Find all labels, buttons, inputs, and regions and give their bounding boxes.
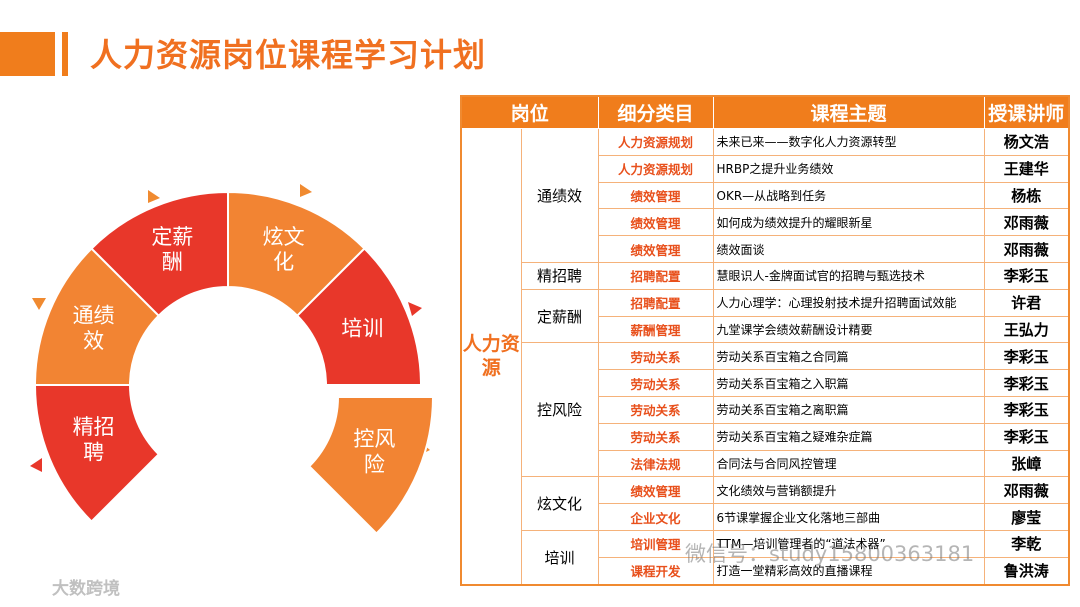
arrow-decor — [30, 458, 42, 472]
table-row: 劳动关系 劳动关系百宝箱之入职篇 李彩玉 — [461, 369, 1070, 397]
group-cell: 培训 — [520, 529, 599, 586]
arrow-decor — [32, 298, 46, 310]
topic-cell: 打造一堂精彩高效的直播课程 — [712, 556, 985, 586]
category-cell: 法律法规 — [597, 449, 714, 478]
column-header: 授课讲师 — [983, 95, 1070, 129]
group-cell: 控风险 — [520, 342, 599, 478]
teacher-cell: 杨栋 — [983, 181, 1070, 210]
topic-cell: 劳动关系百宝箱之离职篇 — [712, 395, 985, 424]
table-row: 课程开发 打造一堂精彩高效的直播课程 鲁洪涛 — [461, 556, 1070, 586]
topic-cell: 劳动关系百宝箱之入职篇 — [712, 369, 985, 397]
category-cell: 劳动关系 — [597, 395, 714, 424]
teacher-cell: 张嶂 — [983, 449, 1070, 478]
table-row: 绩效管理 OKR—从战略到任务 杨栋 — [461, 181, 1070, 210]
category-cell: 人力资源规划 — [597, 154, 714, 183]
table-row: 控风险 劳动关系 劳动关系百宝箱之合同篇 李彩玉 — [461, 342, 1070, 478]
category-cell: 绩效管理 — [597, 208, 714, 237]
category-cell: 课程开发 — [597, 556, 714, 586]
group-cell: 定薪酬 — [520, 288, 599, 344]
teacher-cell: 李彩玉 — [983, 422, 1070, 451]
teacher-cell: 王建华 — [983, 154, 1070, 183]
title-bar — [0, 32, 55, 76]
teacher-cell: 邓雨薇 — [983, 235, 1070, 263]
topic-cell: TTM—培训管理者的“道法术器” — [712, 529, 985, 558]
teacher-cell: 鲁洪涛 — [983, 556, 1070, 586]
teacher-cell: 邓雨薇 — [983, 208, 1070, 237]
table-row: 人力资源规划 HRBP之提升业务绩效 王建华 — [461, 154, 1070, 183]
table-row: 劳动关系 劳动关系百宝箱之疑难杂症篇 李彩玉 — [461, 422, 1070, 451]
table-row: 人力资源 通绩效 人力资源规划 未来已来——数字化人力资源转型 杨文浩 — [460, 127, 1070, 586]
arrow-decor — [148, 190, 160, 203]
topic-cell: 文化绩效与营销额提升 — [712, 476, 985, 505]
topic-cell: 劳动关系百宝箱之合同篇 — [712, 342, 985, 371]
category-cell: 绩效管理 — [597, 181, 714, 210]
segment-label: 控风险 — [353, 427, 395, 476]
teacher-cell: 廖莹 — [983, 503, 1070, 531]
arrow-decor — [408, 302, 422, 316]
title: 人力资源岗位课程学习计划 — [90, 36, 487, 74]
table-row: 精招聘 招聘配置 慧眼识人-金牌面试官的招聘与甄选技术 李彩玉 — [461, 261, 1070, 290]
topic-cell: 人力心理学：心理投射技术提升招聘面试效能 — [712, 288, 985, 317]
category-cell: 培训管理 — [597, 529, 714, 558]
table-row: 绩效管理 绩效面谈 邓雨薇 — [461, 235, 1070, 263]
topic-cell: 如何成为绩效提升的耀眼新星 — [712, 208, 985, 237]
teacher-cell: 李彩玉 — [983, 395, 1070, 424]
group-cell: 炫文化 — [520, 476, 599, 531]
table-row: 绩效管理 如何成为绩效提升的耀眼新星 邓雨薇 — [461, 208, 1070, 237]
category-cell: 薪酬管理 — [597, 315, 714, 344]
column-header: 课程主题 — [712, 95, 985, 129]
category-cell: 招聘配置 — [597, 261, 714, 290]
topic-cell: OKR—从战略到任务 — [712, 181, 985, 210]
topic-cell: 九堂课学会绩效薪酬设计精要 — [712, 315, 985, 344]
title-bar-thin — [62, 32, 68, 76]
teacher-cell: 许君 — [983, 288, 1070, 317]
group-cell: 通绩效 — [520, 128, 599, 263]
teacher-cell: 李彩玉 — [983, 261, 1070, 290]
category-cell: 绩效管理 — [597, 476, 714, 505]
segment-label: 培训 — [341, 316, 383, 340]
category-cell: 绩效管理 — [597, 235, 714, 263]
ring-segment — [295, 247, 423, 386]
segment-label: 炫文化 — [263, 225, 305, 274]
group-cell: 精招聘 — [520, 261, 599, 290]
topic-cell: 合同法与合同风控管理 — [712, 449, 985, 478]
table-row: 定薪酬 招聘配置 人力心理学：心理投射技术提升招聘面试效能 许君 — [461, 288, 1070, 344]
category-cell: 人力资源规划 — [597, 128, 714, 156]
table-row: 炫文化 绩效管理 文化绩效与营销额提升 邓雨薇 — [461, 476, 1070, 531]
teacher-cell: 李彩玉 — [983, 342, 1070, 371]
category-cell: 劳动关系 — [597, 422, 714, 451]
arrow-decor — [300, 184, 312, 197]
category-cell: 企业文化 — [597, 503, 714, 531]
logo: 大数跨境 — [52, 579, 120, 599]
category-cell: 劳动关系 — [597, 342, 714, 371]
topic-cell: 6节课掌握企业文化落地三部曲 — [712, 503, 985, 531]
category-cell: 劳动关系 — [597, 369, 714, 397]
watermark: 微信号：study15800363181 — [685, 542, 975, 566]
topic-cell: 绩效面谈 — [712, 235, 985, 263]
table-row: 法律法规 合同法与合同风控管理 张嶂 — [461, 449, 1070, 478]
teacher-cell: 王弘力 — [983, 315, 1070, 344]
teacher-cell: 李彩玉 — [983, 369, 1070, 397]
topic-cell: 未来已来——数字化人力资源转型 — [712, 128, 985, 156]
topic-cell: 劳动关系百宝箱之疑难杂症篇 — [712, 422, 985, 451]
table-row: 培训 培训管理 TTM—培训管理者的“道法术器” 李乾 — [461, 529, 1070, 586]
course-table: 岗位 细分类目 课程主题 授课讲师 人力资源 通绩效 人力资源规划 未来已来——数字化人力资… — [460, 95, 1071, 586]
segment-label: 通绩效 — [73, 304, 115, 353]
column-header: 岗位 — [460, 95, 599, 129]
role-cell: 人力资源 — [460, 127, 522, 586]
segment-label: 定薪酬 — [151, 225, 193, 274]
table-row: 劳动关系 劳动关系百宝箱之离职篇 李彩玉 — [461, 395, 1070, 424]
ring-segment — [307, 396, 435, 535]
segment-label: 精招聘 — [73, 415, 115, 464]
teacher-cell: 李乾 — [983, 529, 1070, 558]
teacher-cell: 邓雨薇 — [983, 476, 1070, 505]
column-header: 细分类目 — [597, 95, 714, 129]
topic-cell: 慧眼识人-金牌面试官的招聘与甄选技术 — [712, 261, 985, 290]
category-cell: 招聘配置 — [597, 288, 714, 317]
teacher-cell: 杨文浩 — [983, 128, 1070, 156]
topic-cell: HRBP之提升业务绩效 — [712, 154, 985, 183]
